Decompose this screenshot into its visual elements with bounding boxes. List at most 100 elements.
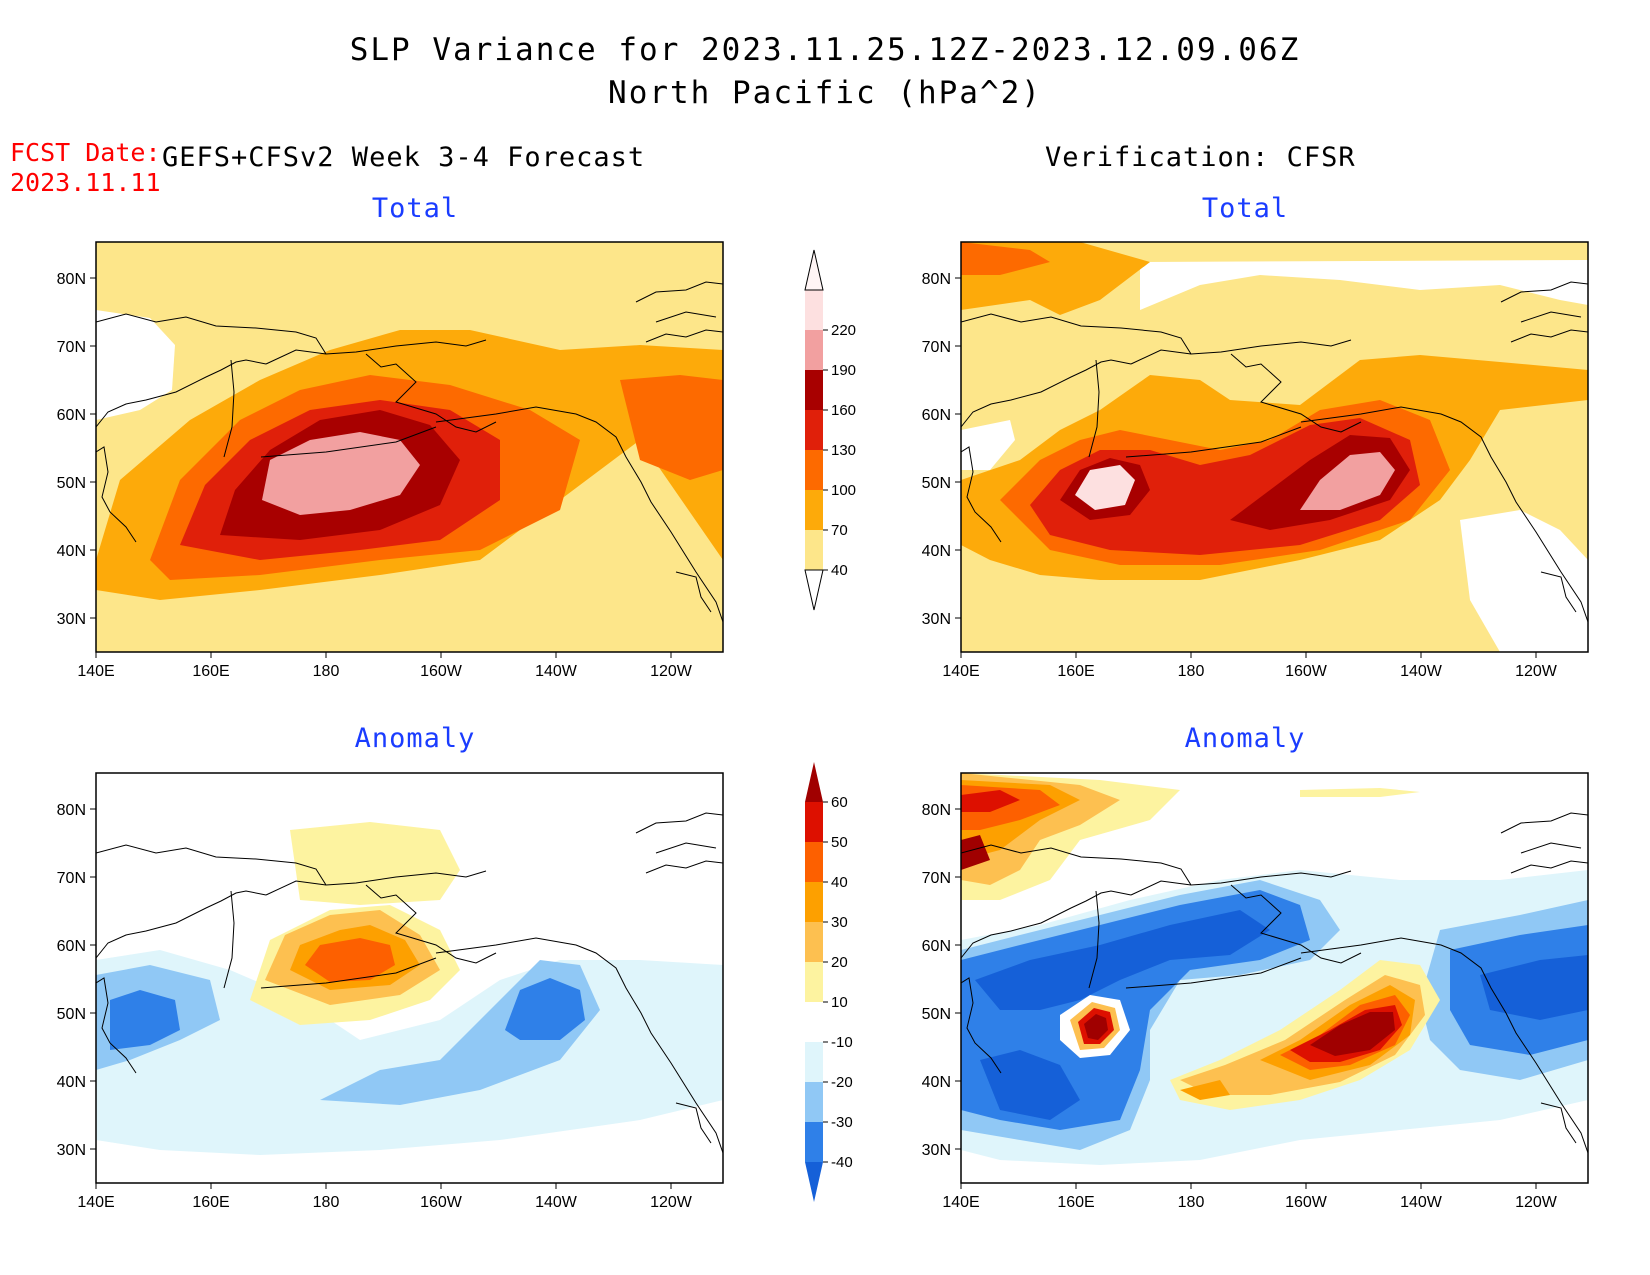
colorbar-anomaly-swatch <box>805 1122 823 1162</box>
colorbar-total: 40 70 100 130 160 190 220 <box>804 249 856 611</box>
lon-tick-label: 140E <box>77 1194 114 1211</box>
colorbar-anomaly-high-arrow <box>805 762 823 802</box>
verification-total-map <box>961 242 1588 652</box>
colorbar-total-swatch <box>805 490 823 530</box>
lon-tick-label: 120W <box>1515 1194 1558 1211</box>
lat-tick-label: 60N <box>922 407 951 424</box>
lat-tick-label: 70N <box>922 339 951 356</box>
lon-tick-label: 180 <box>313 1194 340 1211</box>
colorbar-total-swatch <box>805 290 823 330</box>
lon-tick-label: 120W <box>650 1194 693 1211</box>
colorbar-anomaly-swatch <box>805 882 823 922</box>
lon-tick-label: 140E <box>77 663 114 680</box>
colorbar-total-label: 160 <box>831 402 856 419</box>
colorbar-anomaly: -40 -30 -20 -10 10 20 30 40 50 60 <box>805 762 853 1202</box>
lat-tick-label: 80N <box>922 802 951 819</box>
forecast-total-map <box>96 242 723 652</box>
lon-tick-label: 140E <box>942 1194 979 1211</box>
colorbar-total-swatch <box>805 410 823 450</box>
lat-tick-label: 80N <box>57 271 86 288</box>
colorbar-anomaly-label: 50 <box>831 834 848 851</box>
colorbar-anomaly-label: -30 <box>831 1114 853 1131</box>
colorbar-anomaly-label: 30 <box>831 914 848 931</box>
colorbar-total-low-arrow <box>804 569 824 611</box>
axis-labels: 80N 70N 60N 50N 40N 30N 140E 160E 180 160W 140W 120… <box>57 271 1558 1211</box>
lon-tick-label: 180 <box>1178 663 1205 680</box>
lon-tick-label: 160E <box>1057 1194 1094 1211</box>
lat-tick-label: 50N <box>922 475 951 492</box>
lat-tick-label: 60N <box>57 407 86 424</box>
colorbar-anomaly-label: 60 <box>831 794 848 811</box>
colorbar-total-high-arrow <box>804 249 824 291</box>
colorbar-anomaly-swatch <box>805 842 823 882</box>
colorbar-total-swatch <box>805 370 823 410</box>
lat-tick-label: 40N <box>922 543 951 560</box>
lon-tick-label: 160W <box>420 1194 463 1211</box>
colorbar-anomaly-label: 10 <box>831 994 848 1011</box>
lat-tick-label: 30N <box>57 1142 86 1159</box>
colorbar-total-label: 40 <box>831 562 848 579</box>
lon-tick-label: 180 <box>313 663 340 680</box>
chart-title: SLP Variance for 2023.11.25.12Z-2023.12.… <box>349 32 1301 68</box>
lon-tick-label: 140W <box>1400 1194 1443 1211</box>
lon-tick-label: 120W <box>1515 663 1558 680</box>
verification-total-title: Total <box>1201 193 1289 224</box>
lon-tick-label: 120W <box>650 663 693 680</box>
colorbar-total-label: 70 <box>831 522 848 539</box>
lon-tick-label: 140W <box>1400 663 1443 680</box>
lat-tick-label: 30N <box>57 611 86 628</box>
verification-anomaly-map <box>961 773 1588 1183</box>
lon-tick-label: 140W <box>535 1194 578 1211</box>
lat-tick-label: 50N <box>57 1006 86 1023</box>
lat-tick-label: 30N <box>922 1142 951 1159</box>
forecast-anomaly-map <box>96 773 723 1183</box>
colorbar-anomaly-swatch <box>805 962 823 1002</box>
lon-tick-label: 160W <box>420 663 463 680</box>
colorbar-anomaly-swatch <box>805 1082 823 1122</box>
colorbar-anomaly-swatch <box>805 1042 823 1082</box>
lat-tick-label: 40N <box>57 543 86 560</box>
forecast-date-label: FCST Date: <box>10 138 161 167</box>
colorbar-anomaly-low-arrow <box>805 1162 823 1202</box>
colorbar-total-swatch <box>805 530 823 570</box>
forecast-caption: GEFS+CFSv2 Week 3-4 Forecast <box>162 142 646 173</box>
lon-tick-label: 160E <box>192 1194 229 1211</box>
colorbar-anomaly-label: -10 <box>831 1034 853 1051</box>
verification-anomaly-title: Anomaly <box>1184 723 1306 754</box>
lon-tick-label: 160W <box>1285 663 1328 680</box>
forecast-anomaly-title: Anomaly <box>354 723 476 754</box>
lon-tick-label: 180 <box>1178 1194 1205 1211</box>
lon-tick-label: 160E <box>192 663 229 680</box>
lat-tick-label: 40N <box>57 1074 86 1091</box>
lon-tick-label: 160W <box>1285 1194 1328 1211</box>
colorbar-anomaly-swatch <box>805 802 823 842</box>
lat-tick-label: 30N <box>922 611 951 628</box>
colorbar-anomaly-swatch <box>805 922 823 962</box>
forecast-date-value: 2023.11.11 <box>10 168 161 197</box>
colorbar-anomaly-label: 40 <box>831 874 848 891</box>
colorbar-total-label: 190 <box>831 362 856 379</box>
lat-tick-label: 50N <box>57 475 86 492</box>
lon-tick-label: 140E <box>942 663 979 680</box>
colorbar-total-label: 130 <box>831 442 856 459</box>
lat-tick-label: 40N <box>922 1074 951 1091</box>
colorbar-total-label: 220 <box>831 322 856 339</box>
colorbar-total-swatch <box>805 450 823 490</box>
lat-tick-label: 60N <box>922 938 951 955</box>
forecast-total-title: Total <box>371 193 459 224</box>
colorbar-anomaly-label: 20 <box>831 954 848 971</box>
lat-tick-label: 70N <box>57 339 86 356</box>
lat-tick-label: 70N <box>57 870 86 887</box>
lat-tick-label: 80N <box>922 271 951 288</box>
lat-tick-label: 60N <box>57 938 86 955</box>
colorbar-anomaly-swatch <box>805 1002 823 1042</box>
colorbar-total-label: 100 <box>831 482 856 499</box>
lat-tick-label: 50N <box>922 1006 951 1023</box>
colorbar-total-swatch <box>805 330 823 370</box>
lon-tick-label: 140W <box>535 663 578 680</box>
chart-subtitle: North Pacific (hPa^2) <box>608 75 1042 111</box>
lon-tick-label: 160E <box>1057 663 1094 680</box>
lat-tick-label: 80N <box>57 802 86 819</box>
colorbar-anomaly-label: -20 <box>831 1074 853 1091</box>
